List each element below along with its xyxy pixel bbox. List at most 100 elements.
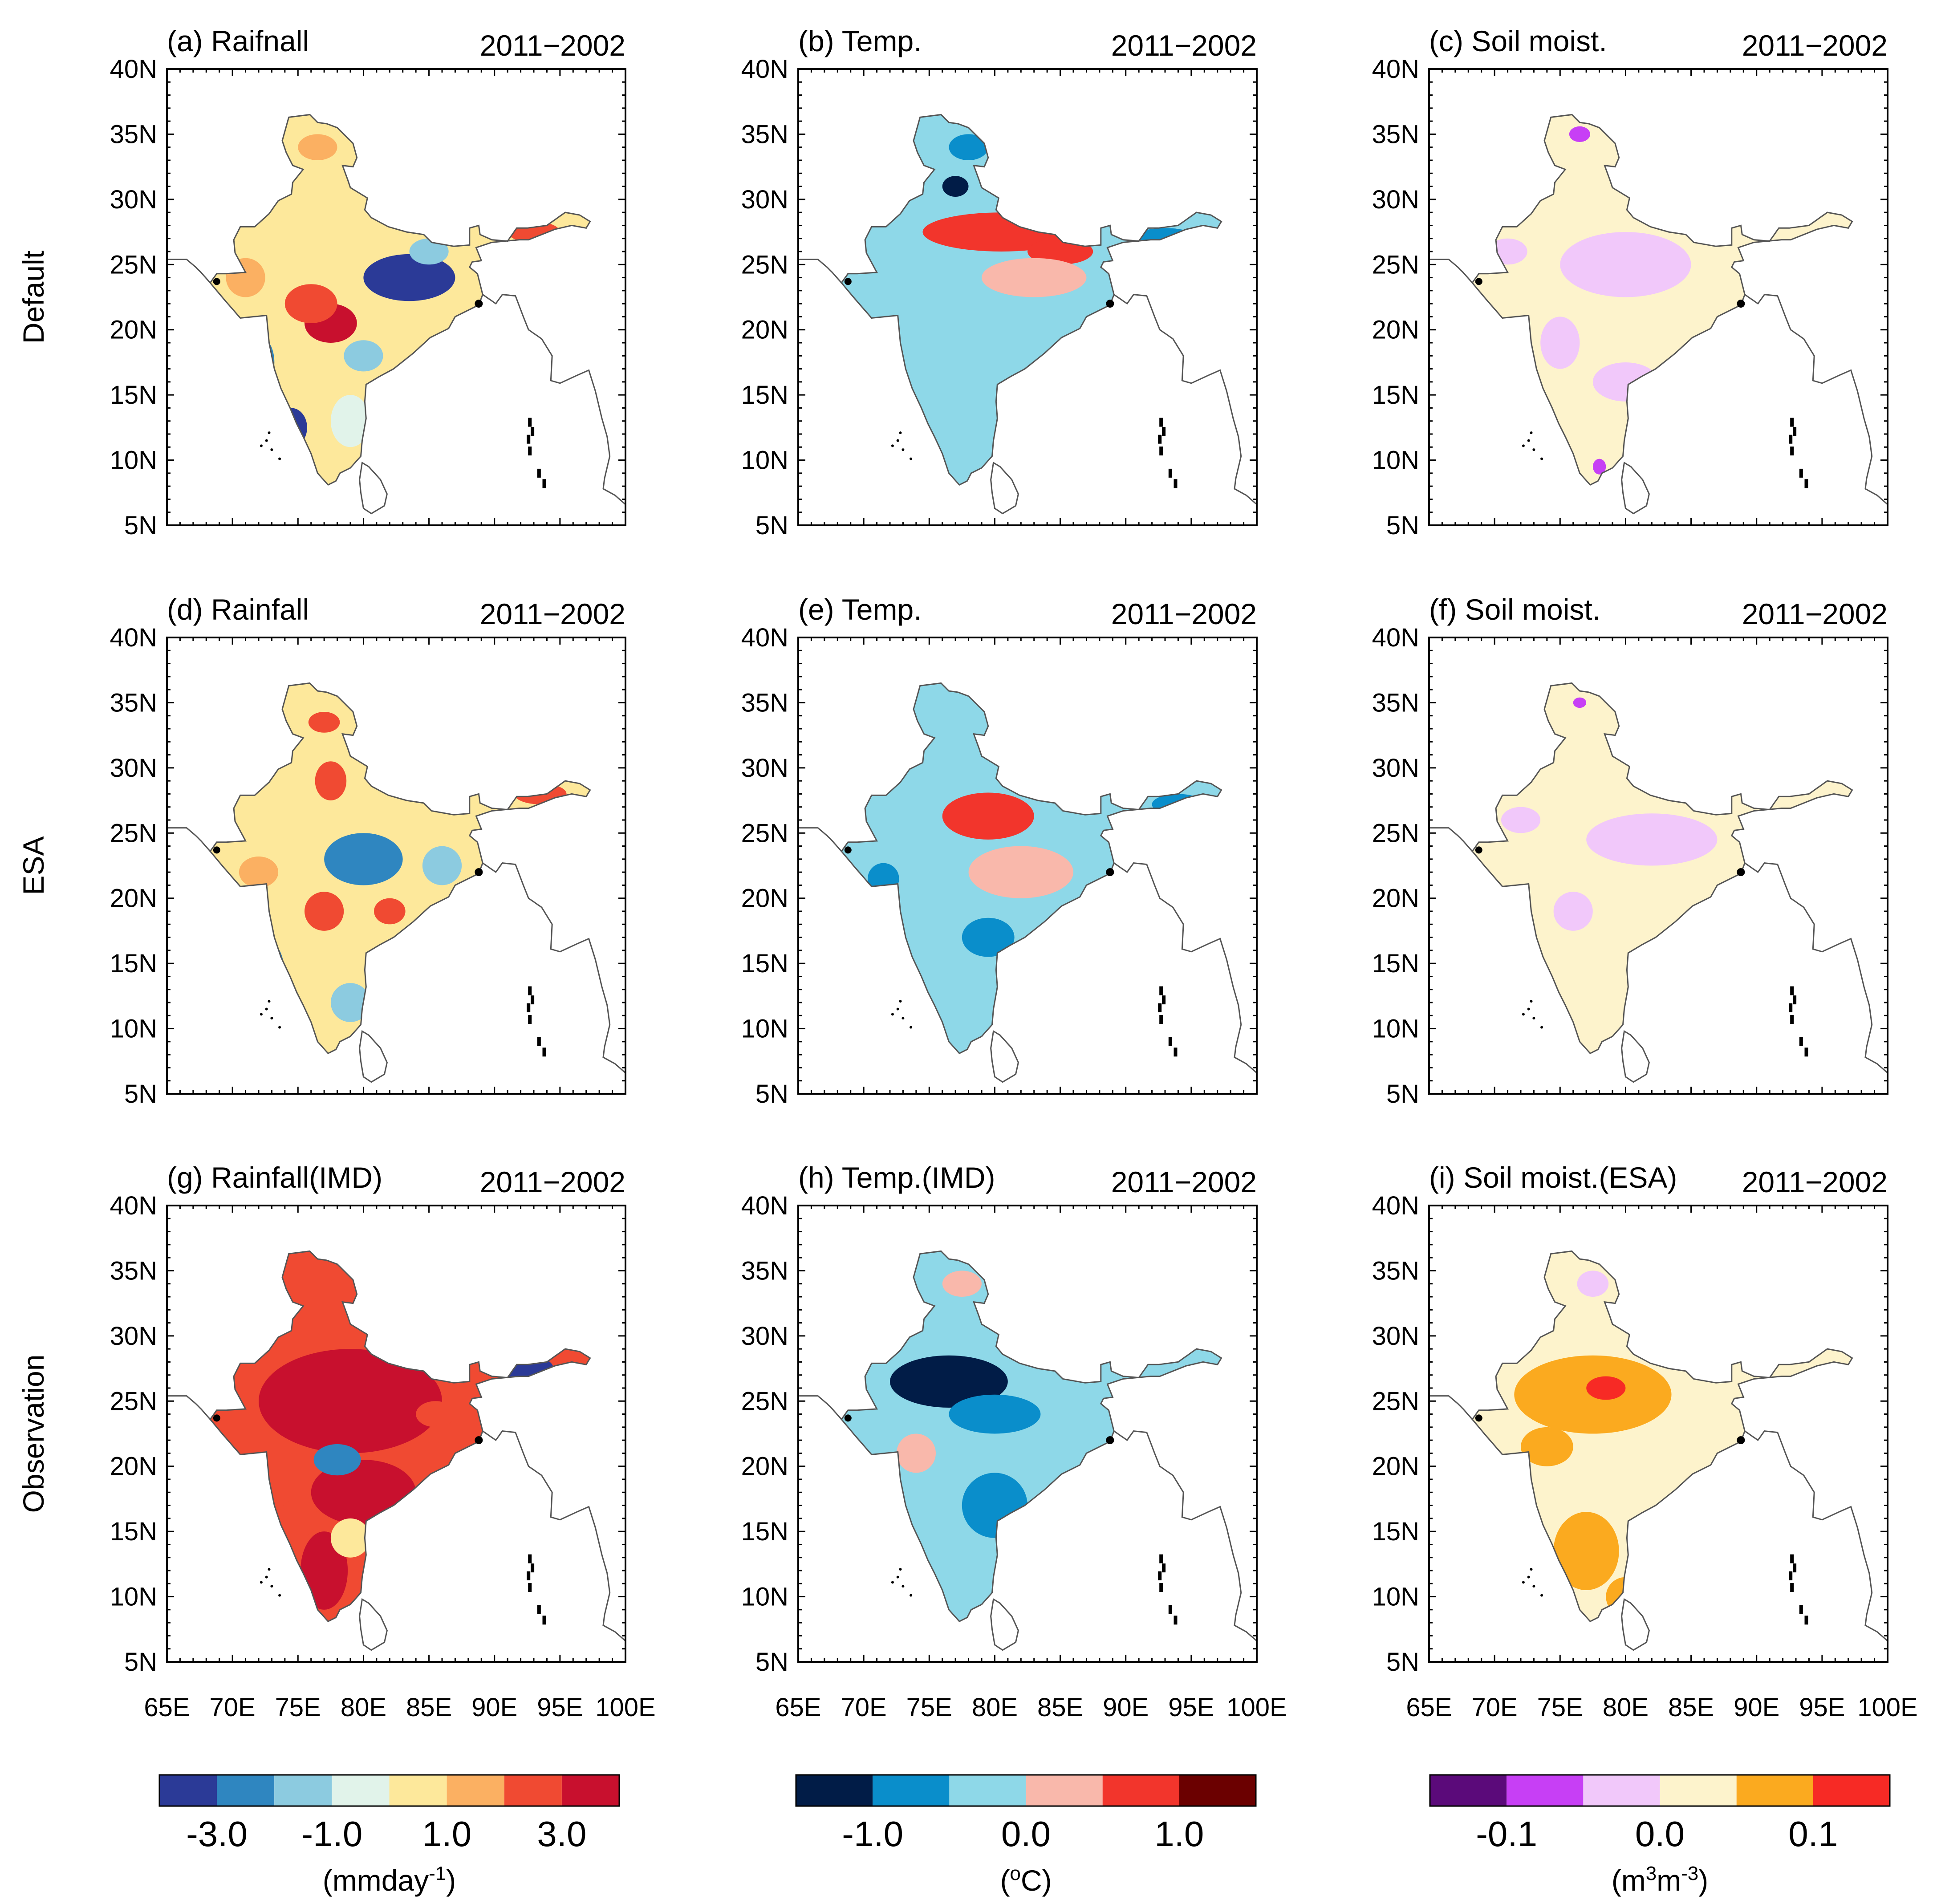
anomaly-patch xyxy=(942,1271,982,1297)
lat-tick-label: 5N xyxy=(755,511,788,540)
anomaly-patch xyxy=(949,1394,1041,1434)
andaman-island xyxy=(1804,1047,1808,1057)
colorbar-swatch xyxy=(504,1775,562,1806)
kutch-marker xyxy=(1475,278,1482,285)
lat-tick-label: 30N xyxy=(1372,754,1419,783)
andaman-island xyxy=(1174,1047,1178,1057)
lat-tick-label: 10N xyxy=(110,446,157,475)
pakistan-coastline xyxy=(798,259,842,284)
unit-text: C) xyxy=(1021,1864,1052,1897)
lakshadweep-island xyxy=(896,1007,899,1011)
andaman-island xyxy=(542,479,546,488)
lakshadweep-island xyxy=(278,1594,281,1597)
andaman-island xyxy=(1159,1583,1163,1592)
anomaly-patch xyxy=(324,186,364,213)
andaman-island xyxy=(1159,418,1163,427)
colorbar-swatch xyxy=(274,1775,332,1806)
andaman-island xyxy=(531,427,535,436)
lakshadweep-island xyxy=(1530,431,1533,434)
lat-tick-label: 10N xyxy=(1372,1583,1419,1612)
andaman-island xyxy=(531,1563,535,1573)
andaman-island xyxy=(1168,1037,1172,1046)
kutch-marker xyxy=(213,1414,220,1422)
lat-tick-label: 5N xyxy=(1386,1648,1419,1677)
anomaly-patch xyxy=(1560,232,1691,297)
andaman-island xyxy=(1162,427,1166,436)
map-frame xyxy=(797,68,1258,526)
myanmar-coastline xyxy=(1113,294,1257,505)
lakshadweep-island xyxy=(268,431,271,434)
kutch-marker xyxy=(1475,1414,1482,1422)
lat-tick-label: 35N xyxy=(741,688,788,717)
lat-tick-label: 30N xyxy=(110,1322,157,1351)
colorbar-label: 1.0 xyxy=(422,1814,471,1854)
andaman-island xyxy=(528,1015,532,1024)
andaman-island xyxy=(1804,479,1808,488)
anomaly-patch xyxy=(363,254,455,301)
panel-period: 2011−2002 xyxy=(1111,29,1257,62)
lakshadweep-island xyxy=(270,448,273,451)
lat-tick-label: 40N xyxy=(110,1191,157,1220)
sri-lanka-outline xyxy=(990,1598,1019,1651)
lakshadweep-island xyxy=(265,439,268,442)
anomaly-patch xyxy=(962,917,1015,957)
map-frame xyxy=(1428,637,1888,1095)
panel-title: (b) Temp. xyxy=(798,24,922,57)
lat-tick-label: 20N xyxy=(1372,1452,1419,1481)
sri-lanka-outline xyxy=(359,461,388,515)
anomaly-patch xyxy=(1501,807,1541,833)
sri-lanka-outline xyxy=(1621,1030,1650,1083)
lat-tick-label: 25N xyxy=(110,819,157,848)
map-frame xyxy=(797,1205,1258,1663)
colorbar-unit: (oC) xyxy=(1000,1863,1052,1897)
anomaly-patch xyxy=(265,800,331,840)
lon-tick-label: 95E xyxy=(1168,1693,1214,1722)
pakistan-coastline xyxy=(167,259,211,284)
myanmar-coastline xyxy=(1113,862,1257,1074)
lakshadweep-island xyxy=(278,457,281,460)
andaman-island xyxy=(1790,1015,1794,1024)
map-panel-i: 40N 35N 30N 25N 20N 15N 10N 5N 65E 70E 75E 80E 85E 90… xyxy=(1372,1161,1918,1722)
lat-tick-label: 30N xyxy=(741,185,788,214)
anomaly-patch xyxy=(284,284,337,323)
andaman-island xyxy=(1793,1563,1797,1573)
lat-tick-label: 10N xyxy=(110,1015,157,1043)
india-outline xyxy=(1471,114,1853,486)
lon-tick-label: 75E xyxy=(275,1693,321,1722)
colorbar-label: 0.0 xyxy=(1635,1814,1685,1854)
lat-tick-label: 35N xyxy=(741,120,788,149)
lakshadweep-island xyxy=(1527,1007,1530,1011)
lat-tick-label: 35N xyxy=(110,1256,157,1285)
colorbar-swatch xyxy=(1179,1775,1256,1806)
map-panel-c: 40N 35N 30N 25N 20N 15N 10N 5N (c) Soil moist. 20… xyxy=(1372,24,1888,540)
lakshadweep-island xyxy=(278,1026,281,1029)
colorbar-swatch xyxy=(561,1775,619,1806)
andaman-island xyxy=(1790,1554,1794,1563)
anomaly-patch xyxy=(259,944,285,1009)
andaman-island xyxy=(1793,995,1797,1005)
anomaly-patch xyxy=(1132,228,1198,249)
sundarbans-marker xyxy=(475,868,483,877)
lakshadweep-island xyxy=(902,1585,905,1588)
axis-ticks xyxy=(1428,1205,1888,1663)
colorbar-swatch xyxy=(1660,1775,1737,1806)
lon-tick-label: 75E xyxy=(906,1693,952,1722)
andaman-island xyxy=(1174,479,1178,488)
lat-tick-label: 10N xyxy=(741,1583,788,1612)
unit-superscript: -1 xyxy=(429,1863,446,1884)
lon-tick-label: 80E xyxy=(341,1693,386,1722)
colorbar-swatch xyxy=(447,1775,504,1806)
andaman-island xyxy=(531,995,535,1005)
anomaly-patch xyxy=(278,1499,318,1538)
axis-ticks xyxy=(797,1205,1258,1663)
panel-title: (a) Raifnall xyxy=(167,24,309,57)
lat-tick-label: 40N xyxy=(1372,623,1419,652)
map-panel-d: 40N 35N 30N 25N 20N 15N 10N 5N (d) Rainfall 2011−… xyxy=(110,593,626,1108)
anomaly-patch xyxy=(330,1271,370,1297)
lakshadweep-island xyxy=(260,444,263,447)
sri-lanka-outline xyxy=(359,1030,388,1083)
map-frame xyxy=(166,637,626,1095)
lakshadweep-island xyxy=(1532,1017,1535,1020)
anomaly-patch xyxy=(324,833,403,885)
lakshadweep-island xyxy=(268,1568,271,1571)
